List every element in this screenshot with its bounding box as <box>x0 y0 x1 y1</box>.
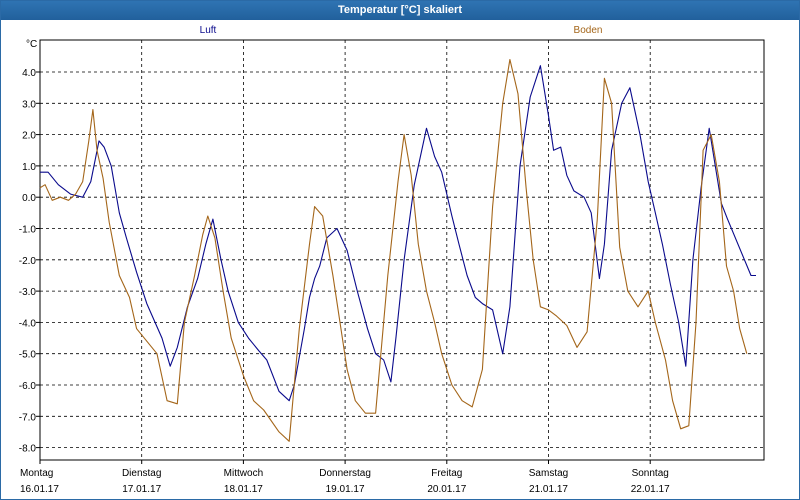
y-tick-label: -4.0 <box>19 318 37 329</box>
axes <box>36 39 765 464</box>
y-tick-label: -1.0 <box>19 225 37 236</box>
series-line-boden <box>39 58 748 442</box>
x-tick-date-label: 16.01.17 <box>20 484 59 495</box>
window-title: Temperatur [°C] skaliert <box>1 1 799 20</box>
x-tick-date-label: 18.01.17 <box>224 484 263 495</box>
x-tick-date-label: 17.01.17 <box>122 484 161 495</box>
x-tick-date-label: 19.01.17 <box>326 484 365 495</box>
x-tick-day-label: Montag <box>20 468 53 479</box>
y-tick-label: 0.0 <box>22 193 36 204</box>
y-tick-label: -2.0 <box>19 256 37 267</box>
x-tick-day-label: Samstag <box>529 468 568 479</box>
y-tick-label: -7.0 <box>19 412 37 423</box>
legend-boden: Boden <box>574 25 603 36</box>
y-tick-label: -5.0 <box>19 350 37 361</box>
y-tick-label: -3.0 <box>19 287 37 298</box>
x-tick-day-label: Donnerstag <box>319 468 371 479</box>
series <box>39 58 756 442</box>
y-tick-label: -8.0 <box>19 444 37 455</box>
y-tick-label: 4.0 <box>22 68 36 79</box>
tick-labels: 4.0 3.0 2.0 1.0 0.0 -1.0 -2.0 -3.0 -4.0 -5.0 -6.0 -… <box>19 68 670 495</box>
x-tick-day-label: Freitag <box>431 468 462 479</box>
series-line-luft <box>40 65 756 402</box>
y-axis-unit-label: °C <box>26 39 37 50</box>
y-tick-label: 3.0 <box>22 99 36 110</box>
grid <box>40 40 764 460</box>
x-tick-day-label: Mittwoch <box>224 468 263 479</box>
x-tick-date-label: 21.01.17 <box>529 484 568 495</box>
y-tick-label: -6.0 <box>19 381 37 392</box>
x-tick-day-label: Dienstag <box>122 468 161 479</box>
y-tick-label: 2.0 <box>22 131 36 142</box>
x-tick-day-label: Sonntag <box>632 468 669 479</box>
y-tick-label: 1.0 <box>22 162 36 173</box>
x-tick-date-label: 22.01.17 <box>631 484 670 495</box>
plot-frame <box>39 39 765 461</box>
x-tick-date-label: 20.01.17 <box>427 484 466 495</box>
legend-luft: Luft <box>200 25 217 36</box>
